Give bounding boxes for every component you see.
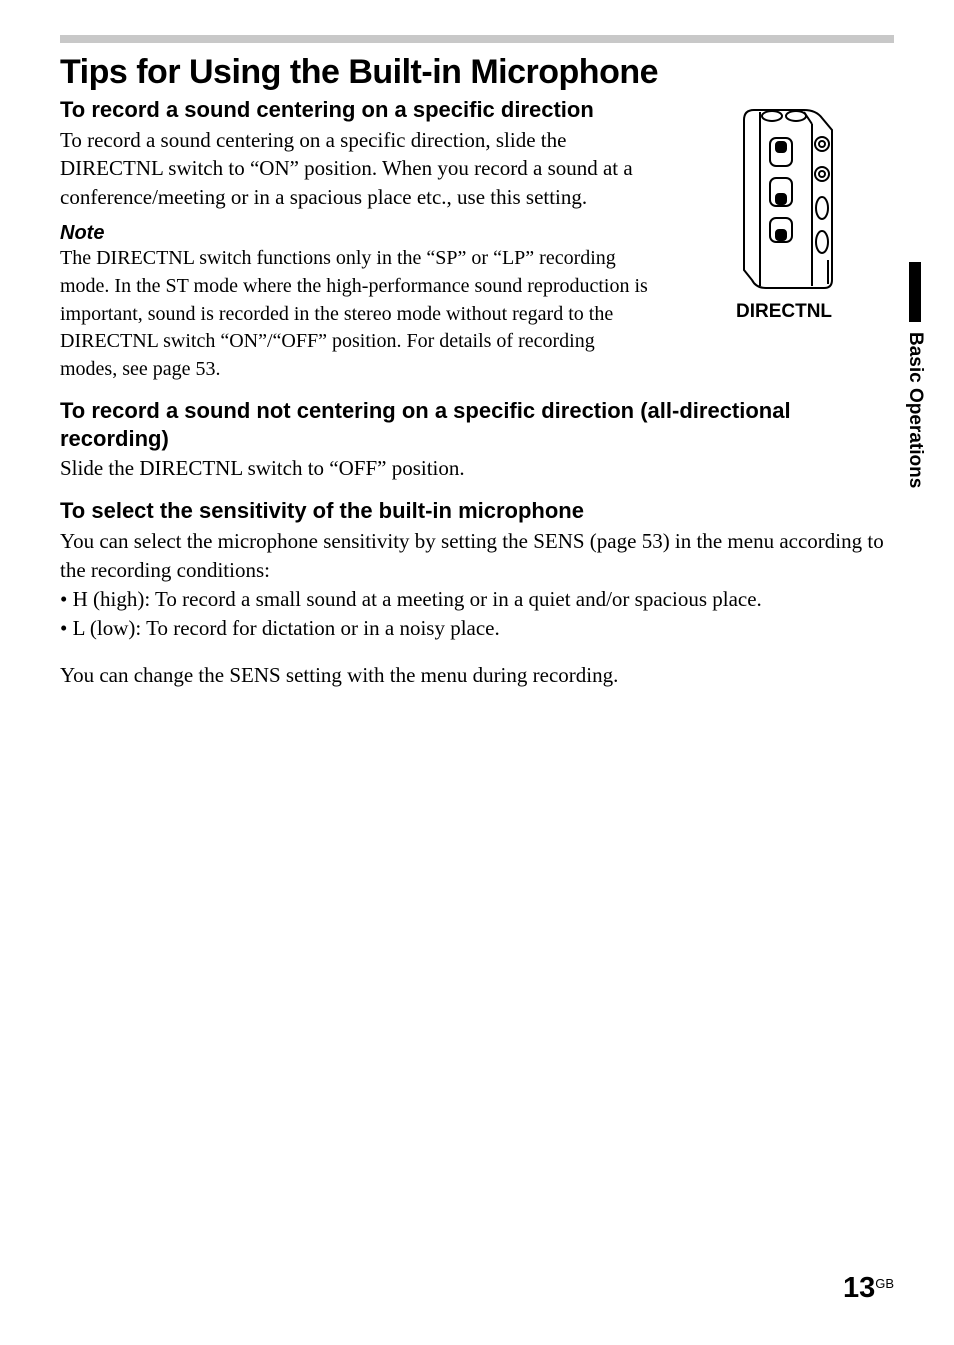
section-3: To select the sensitivity of the built-i…	[60, 497, 894, 689]
bullet-item: • H (high): To record a small sound at a…	[60, 585, 894, 614]
top-rule	[60, 35, 894, 43]
side-tab-label: Basic Operations	[904, 332, 926, 488]
side-tab-bar	[909, 262, 921, 322]
section-3-bullets: • H (high): To record a small sound at a…	[60, 585, 894, 643]
section-3-after: You can change the SENS setting with the…	[60, 661, 894, 690]
section-1-row: To record a sound centering on a specifi…	[60, 94, 894, 383]
page-number-suffix: GB	[875, 1276, 894, 1291]
page-title: Tips for Using the Built-in Microphone	[60, 53, 894, 92]
page-number-value: 13	[843, 1272, 875, 1304]
manual-page: Tips for Using the Built-in Microphone T…	[0, 0, 954, 1345]
note-label: Note	[60, 222, 654, 245]
section-3-body: You can select the microphone sensitivit…	[60, 527, 894, 585]
section-3-heading: To select the sensitivity of the built-i…	[60, 497, 894, 525]
page-number: 13GB	[843, 1272, 894, 1305]
device-recorder-icon	[704, 100, 864, 290]
section-1-body: To record a sound centering on a specifi…	[60, 126, 654, 213]
device-label: DIRECTNL	[674, 301, 894, 323]
section-1-text-col: To record a sound centering on a specifi…	[60, 94, 654, 383]
side-tab: Basic Operations	[904, 262, 926, 488]
section-2: To record a sound not centering on a spe…	[60, 397, 894, 483]
section-1-heading: To record a sound centering on a specifi…	[60, 96, 654, 124]
section-2-heading: To record a sound not centering on a spe…	[60, 397, 894, 452]
section-2-body: Slide the DIRECTNL switch to “OFF” posit…	[60, 454, 894, 483]
device-illustration-col: DIRECTNL	[674, 94, 894, 383]
bullet-item: • L (low): To record for dictation or in…	[60, 614, 894, 643]
note-body: The DIRECTNL switch functions only in th…	[60, 245, 654, 383]
